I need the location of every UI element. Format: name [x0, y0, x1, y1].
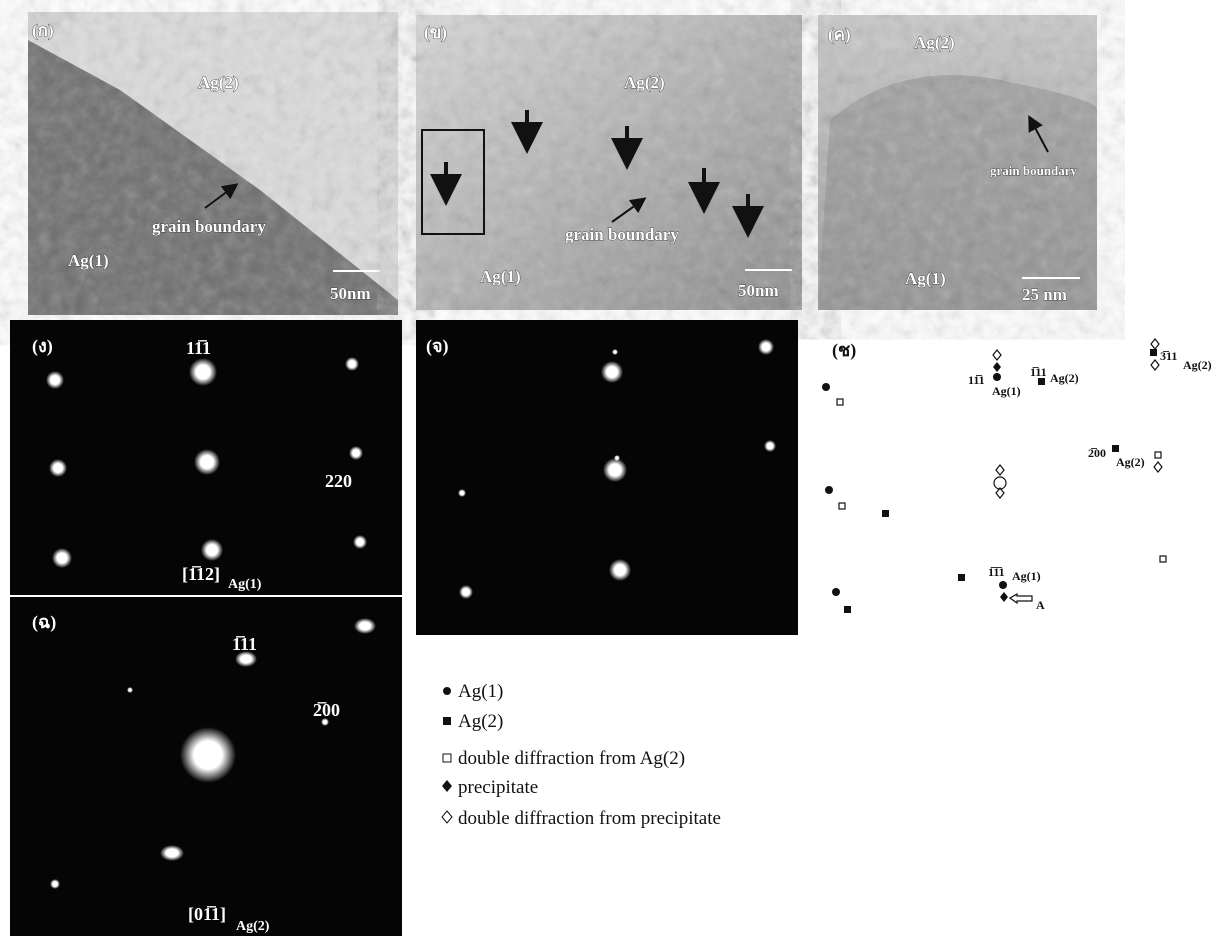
zone-axis: [01̅1]	[188, 904, 226, 924]
spot-index: 1̅1̅1	[988, 565, 1005, 579]
grain-label: Ag(2)	[624, 73, 665, 92]
legend-entry: precipitate	[458, 777, 538, 798]
spot-index: 2̅00	[313, 700, 340, 720]
panel-label: (จ)	[426, 336, 449, 357]
boundary-label: grain boundary	[152, 217, 266, 236]
grain-label: Ag(1)	[905, 269, 946, 288]
arrow-label: A	[1036, 598, 1045, 612]
panel-c: (ค) Ag(2) grain boundary Ag(1) 25 nm	[818, 15, 1097, 310]
panel-label: (ช)	[832, 340, 856, 361]
zone-subscript: Ag(2)	[236, 919, 270, 934]
legend-entry: double diffraction from Ag(2)	[458, 748, 685, 769]
legend: Ag(1) Ag(2) double diffraction from Ag(2…	[442, 681, 721, 829]
boundary-label: grain boundary	[565, 225, 679, 244]
grain-label: Ag(2)	[914, 33, 955, 52]
panel-label: (ก)	[32, 21, 54, 40]
panel-g: (ช) 11̅1 Ag(1) 1̅11 Ag(2) 3̅11 Ag(2) 2̅0…	[822, 339, 1212, 613]
panel-b: (ข) Ag(2) grain boundary Ag(1) 50nm	[416, 15, 802, 310]
panel-a: (ก) Ag(2) grain boundary Ag(1) 50nm	[28, 12, 398, 315]
scale-label: 50nm	[330, 284, 371, 303]
spot-phase: Ag(2)	[1183, 358, 1212, 372]
figure: (ก) Ag(2) grain boundary Ag(1) 50nm (ข) …	[0, 0, 1224, 936]
zone-axis: [1̅12]	[182, 564, 220, 584]
panel-label: (ฉ)	[32, 612, 56, 633]
spot-phase: Ag(1)	[1012, 569, 1041, 583]
spot-phase: Ag(2)	[1116, 455, 1145, 469]
panel-label: (ข)	[424, 23, 447, 42]
panel-e: (จ)	[416, 320, 798, 635]
spot-index: 1̅11	[232, 634, 257, 654]
panel-d: (ง) 11̅1 220 [1̅12] Ag(1)	[10, 320, 402, 595]
grain-label: Ag(1)	[68, 251, 109, 270]
zone-subscript: Ag(1)	[228, 577, 262, 592]
spot-phase: Ag(2)	[1050, 371, 1079, 385]
spot-phase: Ag(1)	[992, 384, 1021, 398]
scale-label: 50nm	[738, 281, 779, 300]
spot-index: 220	[325, 471, 352, 491]
panel-f: (ฉ) 1̅11 2̅00 [01̅1] Ag(2)	[10, 597, 402, 936]
legend-entry: Ag(1)	[458, 681, 503, 702]
grain-label: Ag(2)	[198, 73, 239, 92]
legend-entry: Ag(2)	[458, 711, 503, 732]
legend-entry: double diffraction from precipitate	[458, 808, 721, 829]
spot-index: 11̅1	[186, 338, 211, 358]
spot-index: 1̅11	[1030, 365, 1047, 379]
grain-label: Ag(1)	[480, 267, 521, 286]
spot-index: 3̅11	[1160, 349, 1177, 363]
panel-label: (ง)	[32, 336, 53, 357]
scale-label: 25 nm	[1022, 285, 1067, 304]
boundary-label: grain boundary	[990, 163, 1078, 178]
panel-label: (ค)	[828, 25, 851, 44]
spot-index: 2̅00	[1088, 446, 1106, 460]
spot-index: 11̅1	[968, 373, 985, 387]
